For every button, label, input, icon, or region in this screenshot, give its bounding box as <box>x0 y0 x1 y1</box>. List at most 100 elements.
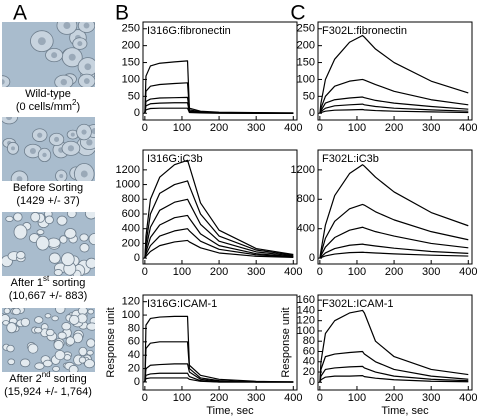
x-tick-label: 100 <box>348 392 366 404</box>
chart-title: I316G:ICAM-1 <box>147 298 217 310</box>
caption: (1429 +/- 37) <box>16 195 79 207</box>
cell <box>83 359 95 369</box>
nucleus <box>81 129 87 135</box>
y-tick-label: 60 <box>303 345 315 357</box>
x-tick-label: 200 <box>210 392 228 404</box>
cell <box>86 322 95 331</box>
y-tick-label: 200 <box>122 40 140 52</box>
chart-title: F302L:iC3b <box>322 153 379 165</box>
curve <box>144 214 294 259</box>
y-tick-label: 50 <box>303 90 315 102</box>
micrograph <box>2 212 95 276</box>
chart-title: I316G:fibronectin <box>147 25 231 37</box>
caption-text: Wild-type <box>25 88 71 100</box>
chart-title: I316G:iC3b <box>147 153 203 165</box>
y-tick-label: 120 <box>297 315 315 327</box>
x-tick-label: 400 <box>459 392 477 404</box>
y-tick-label: 20 <box>128 362 140 374</box>
plot-frame <box>317 149 473 265</box>
nucleus <box>84 63 92 71</box>
curve <box>319 103 469 114</box>
panel-label: C <box>290 2 305 25</box>
x-tick-label: 400 <box>284 392 302 404</box>
curve <box>319 226 469 259</box>
x-tick-label: 0 <box>142 122 148 134</box>
nucleus <box>37 132 43 138</box>
cell <box>61 252 75 267</box>
caption-text: (0 cells/mm <box>16 101 72 113</box>
x-tick-label: 300 <box>247 122 265 134</box>
x-axis-label: Time, sec <box>206 405 254 417</box>
cell <box>87 308 95 315</box>
curve <box>319 96 469 114</box>
y-tick-label: 0 <box>134 107 140 119</box>
cell <box>79 233 89 242</box>
y-tick-label: 160 <box>297 294 315 306</box>
y-tick-label: 800 <box>122 193 140 205</box>
nucleus <box>11 146 15 151</box>
curve <box>319 78 469 114</box>
y-tick-label: 200 <box>297 40 315 52</box>
caption-superscript: st <box>43 274 50 283</box>
cell <box>56 215 68 226</box>
cell <box>34 362 45 370</box>
chart-title: F302L:ICAM-1 <box>322 298 394 310</box>
y-tick-label: 80 <box>128 322 140 334</box>
x-tick-label: 400 <box>284 266 302 278</box>
cell <box>57 331 67 340</box>
nucleus <box>91 128 95 135</box>
panel-label: A <box>13 2 27 25</box>
caption: Before Sorting <box>13 182 83 194</box>
y-tick-label: 400 <box>297 223 315 235</box>
x-tick-label: 300 <box>422 392 440 404</box>
cell <box>88 233 95 246</box>
cell <box>78 346 88 356</box>
curve <box>319 108 469 114</box>
x-tick-label: 300 <box>247 392 265 404</box>
cell <box>6 322 17 334</box>
caption: After 2nd sorting <box>9 370 86 385</box>
curve <box>319 365 469 383</box>
caption-text: sorting <box>49 277 85 289</box>
cell <box>86 338 95 348</box>
curve <box>144 60 294 114</box>
x-axis-label: Time, sec <box>381 405 429 417</box>
cell <box>20 358 31 368</box>
cell <box>13 212 23 222</box>
cell <box>12 308 21 316</box>
cell <box>65 336 76 346</box>
cell <box>67 212 77 219</box>
curve <box>144 315 294 383</box>
curve <box>144 96 294 114</box>
x-tick-label: 100 <box>348 122 366 134</box>
cell <box>51 315 59 322</box>
y-tick-label: 20 <box>303 366 315 378</box>
nucleus <box>68 53 76 61</box>
cell <box>78 356 87 364</box>
nucleus <box>59 174 64 179</box>
plot-frame <box>317 21 473 121</box>
x-tick-label: 100 <box>173 266 191 278</box>
nucleus <box>42 152 47 158</box>
x-tick-label: 200 <box>385 122 403 134</box>
cell <box>13 224 28 240</box>
y-tick-label: 140 <box>297 304 315 316</box>
nucleus <box>29 148 36 155</box>
y-tick-label: 60 <box>128 336 140 348</box>
plot-frame <box>142 21 298 121</box>
micrograph <box>2 117 95 181</box>
y-tick-label: 1000 <box>116 178 140 190</box>
nucleus <box>67 145 75 152</box>
curve <box>319 375 469 383</box>
y-tick-label: 100 <box>122 73 140 85</box>
cell <box>61 322 72 331</box>
curve <box>144 239 294 259</box>
cell <box>36 229 45 235</box>
cell <box>5 215 14 222</box>
cell <box>69 314 80 325</box>
cell <box>52 365 61 372</box>
nucleus <box>83 22 90 29</box>
x-tick-label: 200 <box>210 122 228 134</box>
curve <box>319 203 469 259</box>
y-tick-label: 250 <box>122 23 140 35</box>
